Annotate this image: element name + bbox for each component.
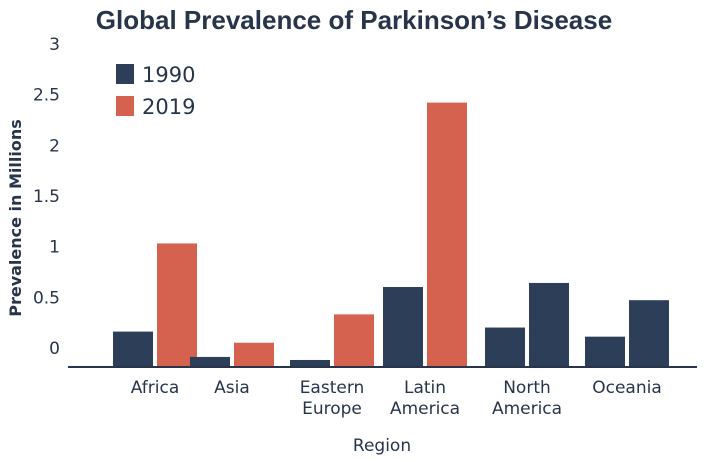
bar-1990-latin-america xyxy=(383,287,423,367)
legend: 1990 2019 xyxy=(116,63,195,119)
bar-2019-latin-america xyxy=(427,102,467,367)
y-tick-label: 2 xyxy=(49,136,60,156)
x-tick-label: North America xyxy=(492,378,562,419)
y-tick-label: 0 xyxy=(49,339,60,359)
y-tick-label: 0.5 xyxy=(33,288,60,308)
x-tick-label: Oceania xyxy=(592,378,662,398)
legend-swatch-1990 xyxy=(116,64,134,84)
bar-2019-north-america xyxy=(529,282,569,367)
bar-1990-africa xyxy=(113,331,153,367)
bar-1990-eastern-europe xyxy=(290,359,330,367)
bars xyxy=(113,102,669,367)
legend-swatch-2019 xyxy=(116,96,134,116)
chart-title: Global Prevalence of Parkinson’s Disease xyxy=(96,5,612,35)
y-tick-label: 3 xyxy=(49,35,60,55)
x-axis-label: Region xyxy=(353,436,411,456)
bar-2019-africa xyxy=(157,243,197,367)
legend-label-1990: 1990 xyxy=(142,63,195,87)
x-tick-label: Asia xyxy=(214,378,250,398)
bar-2019-asia xyxy=(234,342,274,367)
x-tick-label: Eastern Europe xyxy=(300,378,365,419)
y-tick-label: 2.5 xyxy=(33,86,60,106)
x-axis-categories: Africa Asia Eastern Europe Latin America North… xyxy=(131,378,662,419)
legend-label-2019: 2019 xyxy=(142,95,195,119)
x-tick-label: Latin America xyxy=(390,378,460,419)
bar-1990-asia xyxy=(190,356,230,367)
y-tick-label: 1.5 xyxy=(33,187,60,207)
bar-1990-oceania xyxy=(585,336,625,367)
bar-1990-north-america xyxy=(485,327,525,367)
bar-2019-oceania xyxy=(629,300,669,367)
y-axis-ticks: 0 0.5 1 1.5 2 2.5 3 xyxy=(33,35,60,359)
x-tick-label: Africa xyxy=(131,378,180,398)
y-axis-label: Prevalence in Millions xyxy=(6,119,25,317)
bar-2019-eastern-europe xyxy=(334,314,374,367)
y-tick-label: 1 xyxy=(49,238,60,258)
